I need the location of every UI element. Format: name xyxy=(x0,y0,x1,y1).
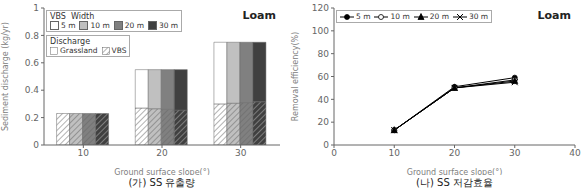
html-text:30 m: 30 m xyxy=(468,12,489,21)
html-text:Loam: Loam xyxy=(242,9,276,22)
svg-text:Ground surface slope(°): Ground surface slope(°) xyxy=(114,168,210,175)
html-text:(가) SS 유출량: (가) SS 유출량 xyxy=(128,177,196,188)
svg-text:30: 30 xyxy=(509,148,521,158)
html-text:30 m: 30 m xyxy=(158,21,179,30)
svg-text:0.8: 0.8 xyxy=(25,31,40,41)
svg-text:0: 0 xyxy=(33,140,39,150)
html-text:Grassland: Grassland xyxy=(60,46,98,55)
svg-text:40: 40 xyxy=(569,148,577,158)
svg-text:0.2: 0.2 xyxy=(25,113,39,123)
svg-text:0: 0 xyxy=(323,140,329,150)
html-text:5 m: 5 m xyxy=(356,12,371,21)
svg-text:0: 0 xyxy=(331,148,337,158)
svg-text:Sediment discharge (kg/yr): Sediment discharge (kg/yr) xyxy=(8,22,10,131)
html-text:VBS: VBS xyxy=(111,46,127,55)
html-text:10 m: 10 m xyxy=(390,12,410,21)
svg-text:120: 120 xyxy=(312,3,329,13)
html-text:10 m: 10 m xyxy=(90,21,110,30)
svg-text:30: 30 xyxy=(235,148,247,158)
html-text:Discharge: Discharge xyxy=(50,37,91,46)
html-text:20 m: 20 m xyxy=(124,21,144,30)
svg-text:20: 20 xyxy=(156,148,168,158)
html-text:Loam: Loam xyxy=(537,9,571,22)
svg-text:20: 20 xyxy=(318,117,330,127)
svg-text:60: 60 xyxy=(318,72,330,82)
html-text:20 m: 20 m xyxy=(429,12,449,21)
svg-text:10: 10 xyxy=(78,148,90,158)
html-text:5 m: 5 m xyxy=(61,21,76,30)
svg-text:1: 1 xyxy=(33,3,39,13)
svg-text:20: 20 xyxy=(449,148,461,158)
svg-text:Removal efficiency(%): Removal efficiency(%) xyxy=(291,32,300,121)
svg-text:0.6: 0.6 xyxy=(25,58,40,68)
svg-text:Ground surface slope(°): Ground surface slope(°) xyxy=(407,168,503,175)
svg-text:80: 80 xyxy=(318,49,330,59)
svg-text:0.4: 0.4 xyxy=(25,85,40,95)
html-text:(나) SS 저감효율: (나) SS 저감효율 xyxy=(416,177,493,188)
svg-text:40: 40 xyxy=(318,95,330,105)
html-text:VBS Width: VBS Width xyxy=(50,12,95,21)
svg-text:10: 10 xyxy=(389,148,401,158)
svg-text:100: 100 xyxy=(312,26,329,36)
